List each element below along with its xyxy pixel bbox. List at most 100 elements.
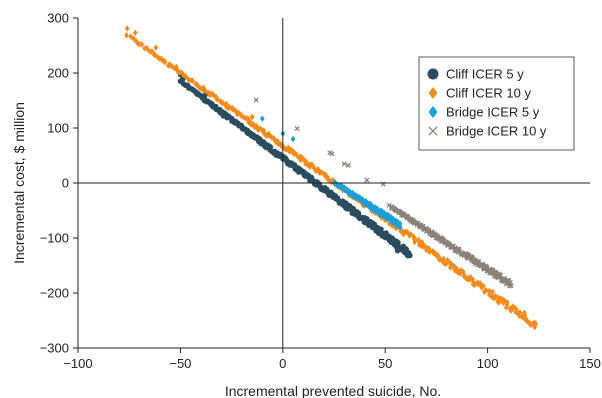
data-point	[124, 25, 130, 32]
y-tick-label: 200	[47, 66, 69, 81]
data-point	[176, 69, 182, 76]
data-point	[171, 64, 177, 72]
data-point	[341, 161, 347, 167]
legend-box	[418, 56, 575, 151]
data-point	[236, 110, 242, 117]
y-tick-label: −100	[40, 231, 69, 246]
data-point	[220, 113, 227, 119]
data-point	[290, 135, 296, 143]
y-tick-label: 100	[47, 121, 69, 136]
series-bridge-icer-5-y	[259, 115, 403, 231]
x-tick-label: 150	[579, 356, 601, 371]
data-point	[397, 224, 403, 231]
data-point	[259, 115, 265, 122]
data-point	[234, 108, 239, 115]
legend-label: Bridge ICER 5 y	[446, 105, 540, 120]
data-point	[364, 177, 370, 183]
data-point	[294, 125, 300, 132]
data-point	[329, 151, 335, 157]
data-point	[486, 288, 492, 295]
data-point	[128, 33, 134, 40]
data-point	[238, 112, 244, 119]
legend-marker	[428, 126, 438, 136]
y-tick-label: −200	[40, 286, 69, 301]
legend-label: Cliff ICER 5 y	[446, 67, 524, 82]
legend-label: Cliff ICER 10 y	[446, 86, 532, 101]
data-point	[490, 288, 496, 296]
data-point	[190, 77, 195, 85]
data-point	[508, 282, 514, 289]
x-tick-label: −50	[169, 356, 191, 371]
data-point	[386, 212, 392, 220]
data-point	[214, 96, 220, 103]
data-point	[158, 55, 164, 62]
data-point	[167, 61, 172, 68]
tick-labels: −100 −50 0 50 100 150 −300 −200 −100 0 100 200 300	[40, 11, 601, 372]
data-point	[249, 113, 255, 121]
x-tick-label: 50	[378, 356, 392, 371]
data-point	[421, 241, 426, 249]
data-point	[480, 282, 486, 290]
data-point	[493, 292, 498, 299]
data-point	[152, 51, 158, 58]
data-point	[441, 255, 447, 263]
data-point	[394, 247, 401, 254]
series-bridge-icer-10-y	[253, 97, 514, 289]
data-point	[194, 81, 200, 89]
y-tick-label: −300	[40, 341, 69, 356]
data-point	[460, 268, 466, 276]
data-point	[394, 218, 400, 225]
y-tick-label: 300	[47, 11, 69, 26]
data-point	[503, 304, 509, 311]
data-point	[155, 53, 160, 61]
data-point	[490, 294, 495, 301]
data-point	[457, 270, 463, 277]
data-point	[288, 147, 294, 154]
data-point	[311, 164, 317, 171]
y-tick-label: 0	[62, 176, 69, 191]
data-point	[401, 230, 407, 237]
data-point	[211, 92, 217, 99]
data-point	[248, 121, 254, 128]
data-point	[454, 265, 460, 273]
data-point	[232, 106, 237, 114]
data-point	[416, 236, 421, 244]
data-point	[253, 97, 259, 103]
data-point	[345, 162, 351, 168]
data-point	[378, 226, 384, 232]
data-point	[173, 63, 179, 71]
x-tick-label: −100	[63, 356, 92, 371]
legend-marker	[428, 106, 438, 118]
data-point	[132, 29, 138, 37]
data-point	[411, 234, 417, 242]
data-point	[162, 59, 168, 66]
data-point	[131, 35, 137, 42]
x-tick-label: 100	[477, 356, 499, 371]
data-point	[153, 44, 159, 51]
data-point	[387, 220, 392, 227]
data-point	[220, 99, 226, 107]
data-point	[298, 156, 303, 164]
data-point	[133, 38, 139, 45]
data-point	[432, 249, 438, 256]
data-point	[145, 46, 150, 53]
legend-item: Bridge ICER 5 y	[428, 105, 540, 120]
data-point	[522, 309, 527, 316]
data-point	[397, 220, 403, 227]
data-point	[303, 158, 309, 165]
data-points-layer	[124, 25, 539, 331]
data-point	[495, 298, 501, 305]
x-tick-label: 0	[279, 356, 286, 371]
data-point	[179, 76, 186, 83]
legend-item: Cliff ICER 10 y	[428, 86, 532, 101]
x-axis-title: Incremental prevented suicide, No.	[225, 383, 441, 398]
data-point	[481, 288, 487, 295]
legend-label: Bridge ICER 10 y	[446, 124, 547, 139]
data-point	[413, 236, 419, 244]
data-point	[319, 169, 325, 176]
data-point	[183, 73, 189, 81]
y-axis-title: Incremental cost, $ million	[11, 102, 27, 264]
data-point	[124, 32, 129, 39]
data-point	[139, 41, 145, 48]
